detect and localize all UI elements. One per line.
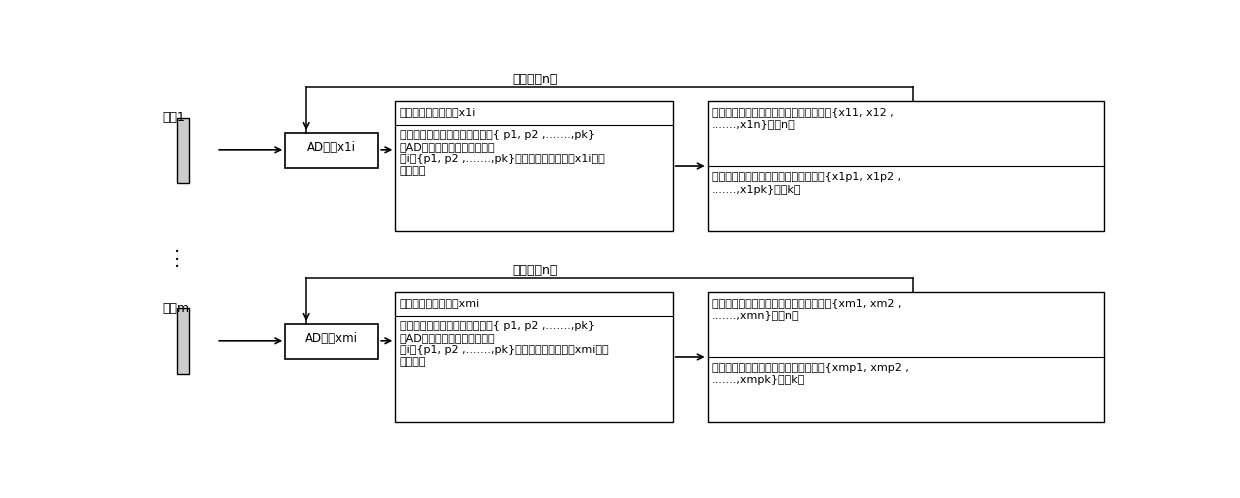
Bar (396, 101, 672, 232)
Text: 本发明：单脉冲触发采样存储的数据为{x1p1, x1p2 ,: 本发明：单脉冲触发采样存储的数据为{x1p1, x1p2 , (712, 172, 901, 182)
Text: 传统方法：直接存储x1i: 传统方法：直接存储x1i (399, 107, 476, 117)
Text: AD采样xmi: AD采样xmi (305, 332, 358, 345)
Text: ·: · (174, 243, 180, 262)
Bar (176, 118, 188, 183)
Text: 本发明：通过光栅空间位置信息{ p1, p2 ,.......,pk}: 本发明：通过光栅空间位置信息{ p1, p2 ,.......,pk} (399, 321, 595, 331)
Text: ·: · (174, 250, 180, 270)
Text: 当i＝{p1, p2 ,.......,pk}中任一个，进行存储x1i；否: 当i＝{p1, p2 ,.......,pk}中任一个，进行存储x1i；否 (399, 154, 605, 164)
Text: 则不存储: 则不存储 (399, 166, 427, 176)
Bar (396, 291, 672, 422)
Bar (285, 133, 378, 167)
Text: ·: · (174, 258, 180, 277)
Text: AD采样x1i: AD采样x1i (308, 140, 356, 154)
Text: 传统方法：单脉冲触发采样存储的数据为{x11, x12 ,: 传统方法：单脉冲触发采样存储的数据为{x11, x12 , (712, 107, 894, 117)
Text: 脉冲m: 脉冲m (162, 302, 190, 315)
Bar (708, 101, 1105, 232)
Text: 对AD采样数据进行实时筛选。: 对AD采样数据进行实时筛选。 (399, 142, 496, 152)
Text: 循环采样n次: 循环采样n次 (512, 264, 558, 277)
Text: .......,xmpk}，共k个: .......,xmpk}，共k个 (712, 375, 806, 385)
Bar (708, 291, 1105, 422)
Text: .......,x1n}，共n个: .......,x1n}，共n个 (712, 119, 796, 129)
Bar (285, 324, 378, 359)
Text: 循环采样n次: 循环采样n次 (512, 73, 558, 86)
Text: 本发明：单脉冲触发采样存储的数据为{xmp1, xmp2 ,: 本发明：单脉冲触发采样存储的数据为{xmp1, xmp2 , (712, 363, 909, 373)
Text: .......,xmn}，共n个: .......,xmn}，共n个 (712, 310, 800, 320)
Text: 脉冲1: 脉冲1 (162, 112, 186, 124)
Text: 当i＝{p1, p2 ,.......,pk}中任一个，进行存储xmi；否: 当i＝{p1, p2 ,.......,pk}中任一个，进行存储xmi；否 (399, 345, 609, 355)
Text: 对AD采样数据进行实时筛选。: 对AD采样数据进行实时筛选。 (399, 333, 496, 343)
Text: .......,x1pk}，共k个: .......,x1pk}，共k个 (712, 184, 802, 195)
Text: 传统方法：单脉冲触发采样存储的数据为{xm1, xm2 ,: 传统方法：单脉冲触发采样存储的数据为{xm1, xm2 , (712, 298, 901, 308)
Text: 则不存储: 则不存储 (399, 357, 427, 367)
Text: 传统方法：直接存储xmi: 传统方法：直接存储xmi (399, 298, 480, 308)
Bar (176, 308, 188, 374)
Text: 本发明：通过光栅空间位置信息{ p1, p2 ,.......,pk}: 本发明：通过光栅空间位置信息{ p1, p2 ,.......,pk} (399, 130, 595, 140)
